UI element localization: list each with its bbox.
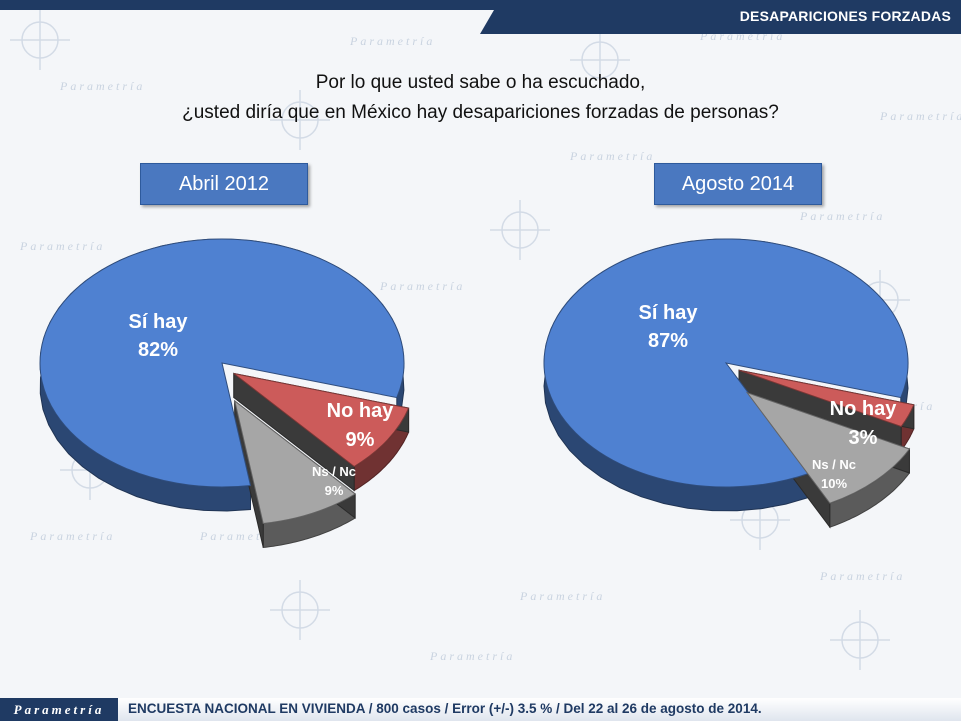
- watermark-text: Parametría: [519, 589, 605, 603]
- slice-label-si-hay: Sí hay: [129, 311, 189, 333]
- watermark-axis-icon: [270, 580, 330, 640]
- pie-slice-si-hay: [543, 238, 909, 488]
- watermark-axis-icon: [570, 30, 630, 90]
- slice-label-no-hay: No hay: [830, 398, 898, 420]
- pie-chart-2012: Sí hay 82% No hay 9% Ns / Nc 9%: [39, 238, 410, 549]
- slice-label-ns-nc: Ns / Nc: [312, 464, 356, 479]
- watermark-text: Parametría: [879, 109, 961, 123]
- watermark-text: Parametría: [29, 529, 115, 543]
- watermark-axis-icon: [830, 610, 890, 670]
- slice-value-si-hay: 82%: [138, 339, 178, 361]
- slice-value-ns-nc: 10%: [821, 476, 847, 491]
- slice-value-si-hay: 87%: [648, 330, 688, 352]
- footer-text: ENCUESTA NACIONAL EN VIVIENDA / 800 caso…: [128, 701, 762, 716]
- watermark-text: Parametría: [349, 34, 435, 48]
- slice-value-no-hay: 3%: [849, 427, 878, 449]
- watermark-text: Parametría: [799, 209, 885, 223]
- pie-slice-ns-nc: [233, 399, 356, 525]
- slice-value-ns-nc: 9%: [325, 483, 344, 498]
- question-line-1: Por lo que usted sabe o ha escuchado,: [315, 72, 646, 93]
- period-label-2012: Abril 2012: [140, 163, 308, 205]
- slice-value-no-hay: 9%: [346, 429, 375, 451]
- watermark-axis-icon: [270, 90, 330, 150]
- footer: Parametría ENCUESTA NACIONAL EN VIVIENDA…: [0, 698, 961, 721]
- question-line-2: ¿usted diría que en México hay desaparic…: [182, 102, 779, 123]
- slice-label-ns-nc: Ns / Nc: [812, 457, 856, 472]
- header-title: DESAPARICIONES FORZADAS: [739, 8, 951, 24]
- footer-logo: Parametría: [0, 698, 118, 721]
- watermark-text: Parametría: [429, 649, 515, 663]
- watermark-axis-icon: [490, 200, 550, 260]
- slice-label-no-hay: No hay: [327, 400, 395, 422]
- watermark-text: Parametría: [59, 79, 145, 93]
- slice-label-si-hay: Sí hay: [639, 302, 699, 324]
- survey-question: Por lo que usted sabe o ha escuchado, ¿u…: [0, 68, 961, 128]
- header-tab: DESAPARICIONES FORZADAS: [480, 0, 961, 34]
- watermark-text: Parametría: [379, 279, 465, 293]
- pie-slice-no-hay: [738, 369, 915, 428]
- pie-chart-2014: Sí hay 87% No hay 3% Ns / Nc 10%: [543, 238, 915, 529]
- top-bar: [0, 0, 961, 10]
- watermark-axis-icon: [10, 10, 70, 70]
- pie-slice-ns-nc: [745, 391, 911, 504]
- pie-slice-si-hay: [39, 238, 405, 488]
- watermark-text: Parametría: [569, 149, 655, 163]
- watermark-text: Parametría: [19, 239, 105, 253]
- period-label-2014: Agosto 2014: [654, 163, 822, 205]
- watermark-text: Parametría: [819, 569, 905, 583]
- pie-slice-no-hay: [233, 373, 410, 468]
